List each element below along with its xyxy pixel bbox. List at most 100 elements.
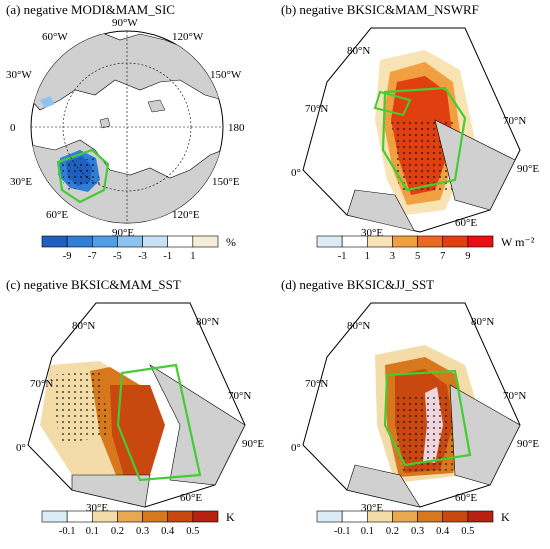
colorbar-swatch [117,510,143,523]
colorbar-swatch [417,235,444,248]
lon-label: 150°W [210,69,242,81]
lon-label: 60°E [46,209,68,221]
map-fill [346,345,520,507]
colorbar-swatch [417,510,444,523]
panel-c: (c) negative BKSIC&MAM_SST 80°N 80°N 70°… [0,275,275,549]
lon-label: 180 [228,122,245,134]
colorbar-tick-label: 0.5 [186,526,199,537]
colorbar-swatch [142,510,169,523]
lon-label: 30°W [6,69,32,81]
polar-map-b: 80°N 70°N 70°N 0° 30°E 60°E 90°E -1 1 3 5 7 9… [291,27,539,262]
lat-label: 80°N [72,320,95,332]
colorbar-swatch [442,510,469,523]
colorbar-swatch [91,510,118,523]
colorbar-c: -0.1 0.1 0.2 0.3 0.4 0.5 K [41,510,235,537]
colorbar-swatch [167,510,194,523]
colorbar-swatch [316,510,343,523]
colorbar-unit: W m⁻² [501,235,535,249]
lon-label: 90°E [242,438,264,450]
lon-label: 60°W [42,31,68,43]
colorbar-swatch [366,235,393,248]
colorbar-tick-label: -1 [163,251,172,262]
lon-label: 60°E [455,492,477,504]
colorbar-unit: % [226,235,236,249]
lon-label: 0° [16,442,26,454]
lon-label: 0 [10,122,16,134]
colorbar-tick-label: -9 [63,251,72,262]
lon-label: 90°E [517,163,539,175]
lon-label: 60°E [455,217,477,229]
lat-label: 80°N [471,316,494,328]
colorbar-tick-label: 0.4 [161,526,175,537]
panel-title: (a) negative MODI&MAM_SIC [6,2,175,17]
colorbar-tick-label: -3 [138,251,147,262]
land-mask [31,31,223,223]
colorbar-swatch [142,235,169,248]
polar-map-d: 80°N 80°N 70°N 70°N 0° 30°E 60°E 90°E -0… [291,302,539,537]
lat-label: 70°N [305,103,328,115]
lon-label: 30°E [10,176,32,188]
colorbar-tick-label: 0.1 [86,526,99,537]
lon-label: 0° [291,167,301,179]
lat-label: 80°N [347,320,370,332]
colorbar-tick-label: 0.2 [386,526,399,537]
lat-label: 70°N [30,378,53,390]
panel-d: (d) negative BKSIC&JJ_SST 80°N 80°N 70°N… [275,275,550,549]
colorbar-swatch [66,235,93,248]
lat-label: 70°N [305,378,328,390]
colorbar-swatch [467,510,494,523]
colorbar-swatch [192,510,219,523]
colorbar-swatch [91,235,118,248]
colorbar-swatch [392,510,418,523]
colorbar-tick-label: 0.3 [411,526,424,537]
colorbar-swatch [341,510,368,523]
lon-label: 90°W [112,17,138,29]
colorbar-tick-label: 0.5 [461,526,474,537]
lon-label: 0° [291,442,301,454]
lat-label: 70°N [503,390,526,402]
colorbar-tick-label: 0.1 [361,526,374,537]
colorbar-b: -1 1 3 5 7 9 W m⁻² [316,235,535,262]
colorbar-swatch [41,510,68,523]
lat-label: 80°N [196,316,219,328]
colorbar-swatch [467,235,494,248]
lat-label: 80°N [347,45,370,57]
colorbar-tick-label: 0.4 [436,526,450,537]
colorbar-tick-label: -0.1 [59,526,76,537]
colorbar-tick-label: 9 [465,251,470,262]
panel-title: (b) negative BKSIC&MAM_NSWRF [281,2,479,17]
colorbar-unit: K [501,510,510,524]
colorbar-tick-label: -5 [113,251,122,262]
lat-label: 70°N [503,115,526,127]
colorbar-swatch [117,235,143,248]
colorbar-swatch [392,235,418,248]
colorbar-tick-label: -0.1 [334,526,351,537]
colorbar-swatch [442,235,469,248]
colorbar-swatch [366,510,393,523]
lon-label: 90°E [517,438,539,450]
map-fill [346,50,516,232]
colorbar-a: -9 -7 -5 -3 -1 1% [41,235,236,262]
colorbar-tick-label: 1 [190,251,195,262]
colorbar-tick-label: -7 [88,251,97,262]
colorbar-unit: K [226,510,235,524]
panel-title: (c) negative BKSIC&MAM_SST [6,277,181,292]
colorbar-tick-label: 0.2 [111,526,124,537]
colorbar-tick-label: 7 [440,251,445,262]
colorbar-tick-label: -1 [338,251,347,262]
polar-map-a: 90°W 120°W 150°W 180 150°E 120°E 90°E 60… [6,17,245,262]
colorbar-swatch [192,235,219,248]
colorbar-tick-label: 0.3 [136,526,149,537]
colorbar-d: -0.1 0.1 0.2 0.3 0.4 0.5 K [316,510,510,537]
polar-map-c: 80°N 80°N 70°N 70°N 0° 30°E 60°E 90°E -0… [16,302,264,537]
colorbar-swatch [316,235,343,248]
panel-a: (a) negative MODI&MAM_SIC [0,0,275,274]
colorbar-tick-label: 1 [365,251,370,262]
panel-b: (b) negative BKSIC&MAM_NSWRF 80°N 70°N 7… [275,0,550,274]
panel-title: (d) negative BKSIC&JJ_SST [281,277,435,292]
lat-label: 70°N [228,390,251,402]
colorbar-tick-label: 3 [390,251,395,262]
map-fill [40,361,245,507]
lon-label: 150°E [212,176,240,188]
colorbar-swatch [66,510,93,523]
